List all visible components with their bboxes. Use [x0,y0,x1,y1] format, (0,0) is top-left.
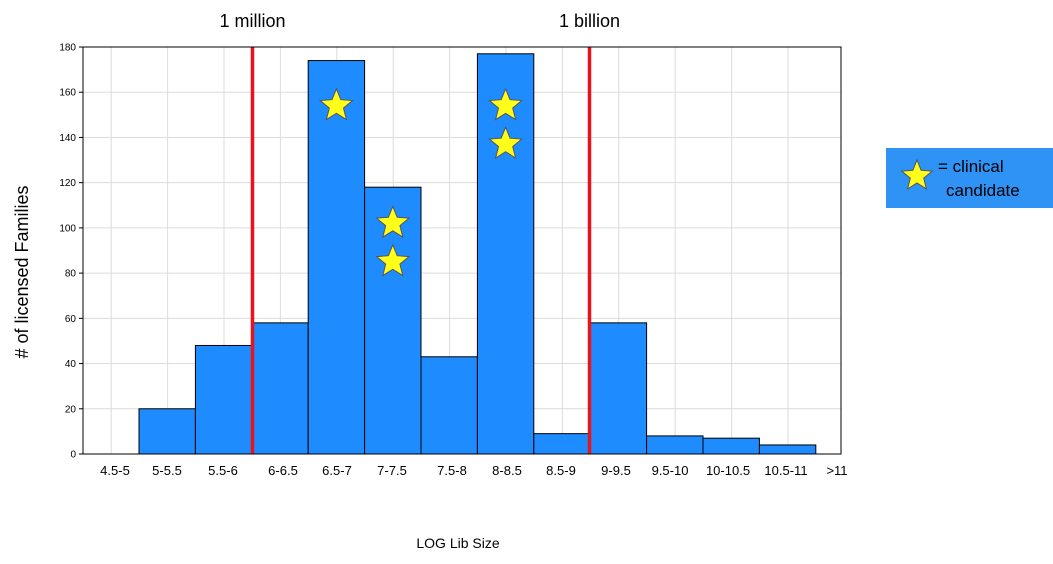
bar-7.5-8 [420,356,478,455]
x-tick-label: 10-10.5 [706,463,750,478]
star-icon [488,125,524,160]
x-tick-label: 5-5.5 [152,463,182,478]
x-axis-label: LOG Lib Size [416,535,499,551]
star-icon [318,87,354,121]
bar-10.5-11 [758,444,817,455]
bar-8-8.5 [476,53,535,455]
y-tick-label: 100 [59,223,76,234]
bar-10-10.5 [702,437,760,455]
y-tick-label: 40 [65,359,77,370]
x-tick-label: 5.5-6 [208,463,238,478]
bar-5-5.5 [138,408,196,455]
y-tick-label: 120 [59,178,76,189]
star-icon [488,87,524,121]
legend: = clinical candidate [886,148,1053,208]
x-tick-label: 8.5-9 [546,463,576,478]
x-tick-label: 7.5-8 [437,463,467,478]
x-tick-label: 4.5-5 [100,463,130,478]
reference-lines: 1 million 1 billion [219,11,620,454]
star-icon [375,243,411,277]
x-tick-label: 10.5-11 [764,463,807,478]
x-tick-label: 6.5-7 [322,463,352,478]
y-axis-label: # of licensed Families [12,185,32,358]
star-icon [375,205,411,239]
x-axis-ticks: 4.5-5 5-5.5 5.5-6 6-6.5 6.5-7 7-7.5 7.5-8 8-8.5… [100,463,847,478]
legend-line-2: candidate [946,181,1020,200]
bar-5.5-6 [194,344,253,455]
star-icon [900,158,934,190]
x-tick-label: 9.5-10 [652,463,689,478]
y-tick-label: 180 [59,43,76,54]
plot-frame [82,46,842,455]
star-markers [318,87,524,277]
y-tick-label: 80 [65,269,77,280]
bar-7-7.5 [364,186,422,455]
x-tick-label: 7-7.5 [377,463,407,478]
y-tick-label: 0 [70,450,76,461]
bar-9.5-10 [646,435,704,455]
reference-line-label: 1 billion [559,11,620,31]
bars [138,53,817,455]
bar-6-6.5 [251,322,309,455]
x-tick-label: 8-8.5 [492,463,522,478]
y-tick-label: 60 [65,314,77,325]
y-tick-label: 140 [59,133,76,144]
y-tick-label: 20 [65,404,77,415]
y-tick-label: 160 [59,88,76,99]
x-tick-label: >11 [826,463,847,478]
reference-line-label: 1 million [219,11,285,31]
x-tick-label: 6-6.5 [268,463,298,478]
bar-8.5-9 [533,433,591,455]
legend-line-1: = clinical [938,157,1004,176]
y-axis-ticks: 0 20 40 60 80 100 120 140 160 180 [59,43,83,461]
bar-9-9.5 [589,322,648,455]
bar-6.5-7 [307,60,366,455]
x-tick-label: 9-9.5 [601,463,631,478]
